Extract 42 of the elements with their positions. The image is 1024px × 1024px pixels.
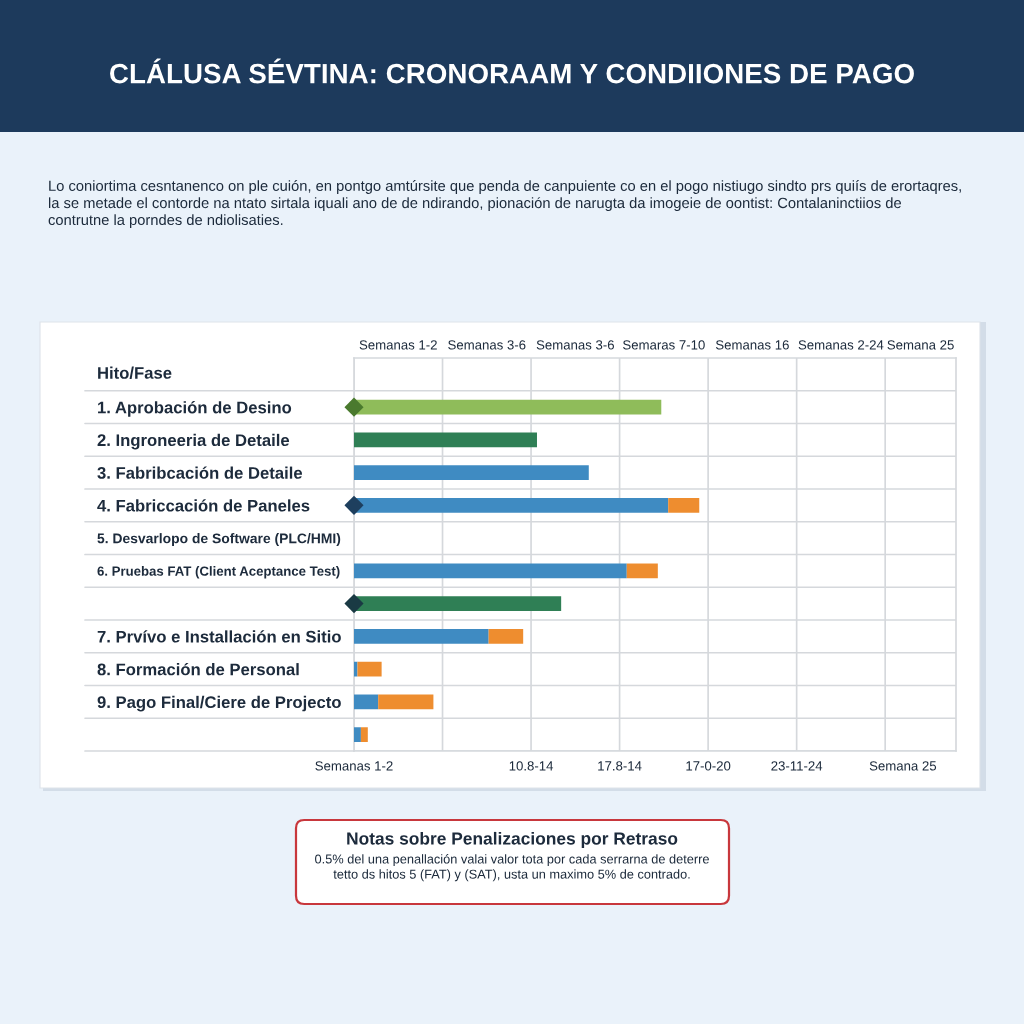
bar [668, 498, 700, 513]
text: Semanas 3-6 [536, 340, 614, 350]
bar [354, 694, 379, 710]
text: 10.8-14 [509, 761, 554, 771]
y-tick-label: 5. Desvarlopo de Software (PLC/HMI) [97, 533, 341, 547]
bar [357, 661, 382, 677]
text: Semanas 2-24 [798, 340, 884, 350]
y-tick-label: 3. Fabribcación de Detaile [97, 466, 303, 479]
bar [626, 563, 658, 579]
chart-title: CLÁLUSA SÉVTINA: CRONORAAM Y CONDIIONES DE PAGO [110, 58, 914, 84]
text: Semaras 7-10 [623, 340, 705, 350]
bar [488, 629, 524, 644]
text: Semanas 1-2 [315, 761, 393, 771]
y-tick-label: 1. Aprobación de Desino [98, 401, 292, 417]
text: 23-11-24 [771, 761, 823, 771]
bar [354, 465, 589, 480]
text: Semanas 1-2 [359, 340, 437, 350]
text: Semana 25 [887, 340, 954, 350]
bar [354, 498, 669, 513]
y-tick-label: 7. Prvívo e Installación en Sitio [97, 630, 341, 643]
bar [354, 563, 627, 579]
text: Semana 25 [869, 761, 937, 771]
bar [354, 629, 489, 644]
text: 0.5% del una penallación valai valor tota por cada serrarna de deterre tetto ds hitos 5 (FAT) y (SAT), usta un maximo 5% de contrado. [315, 854, 709, 882]
text: Semanas 16 [715, 340, 789, 350]
bar [354, 399, 662, 415]
y-axis-title: Hito/Fase [98, 366, 172, 380]
text: 17.8-14 [598, 761, 642, 771]
text: Semanas 3-6 [448, 340, 526, 350]
bar [354, 596, 562, 611]
y-tick-label: 8. Formación de Personal [97, 662, 299, 676]
bar [360, 727, 368, 742]
bar [354, 432, 537, 448]
y-tick-label: 9. Pago Final/Ciere de Projecto [97, 695, 341, 712]
bar [378, 694, 434, 710]
y-tick-label: 2. Ingroneeria de Detaile [97, 433, 290, 450]
y-tick-label: 4. Fabriccación de Paneles [97, 499, 310, 512]
text: 17-0-20 [686, 761, 731, 771]
chart-subtitle: Lo coniortima cesntanenco on ple cuión, en pontgo amtúrsite que penda de canpuiente co en el pogo nistiugo sindto prs quiís de erortaqres, la se metade el contorde na ntato sirtala iquali ano de de ndirando, pionación de narugta da imogeie de oontist: Contalaninctiios de contrutne la porndes de ndiolisaties. [48, 180, 961, 228]
text: Notas sobre Penalizaciones por Retraso [347, 831, 678, 849]
bar [354, 727, 361, 742]
y-tick-label: 6. Pruebas FAT (Client Aceptance Test) [97, 566, 340, 579]
